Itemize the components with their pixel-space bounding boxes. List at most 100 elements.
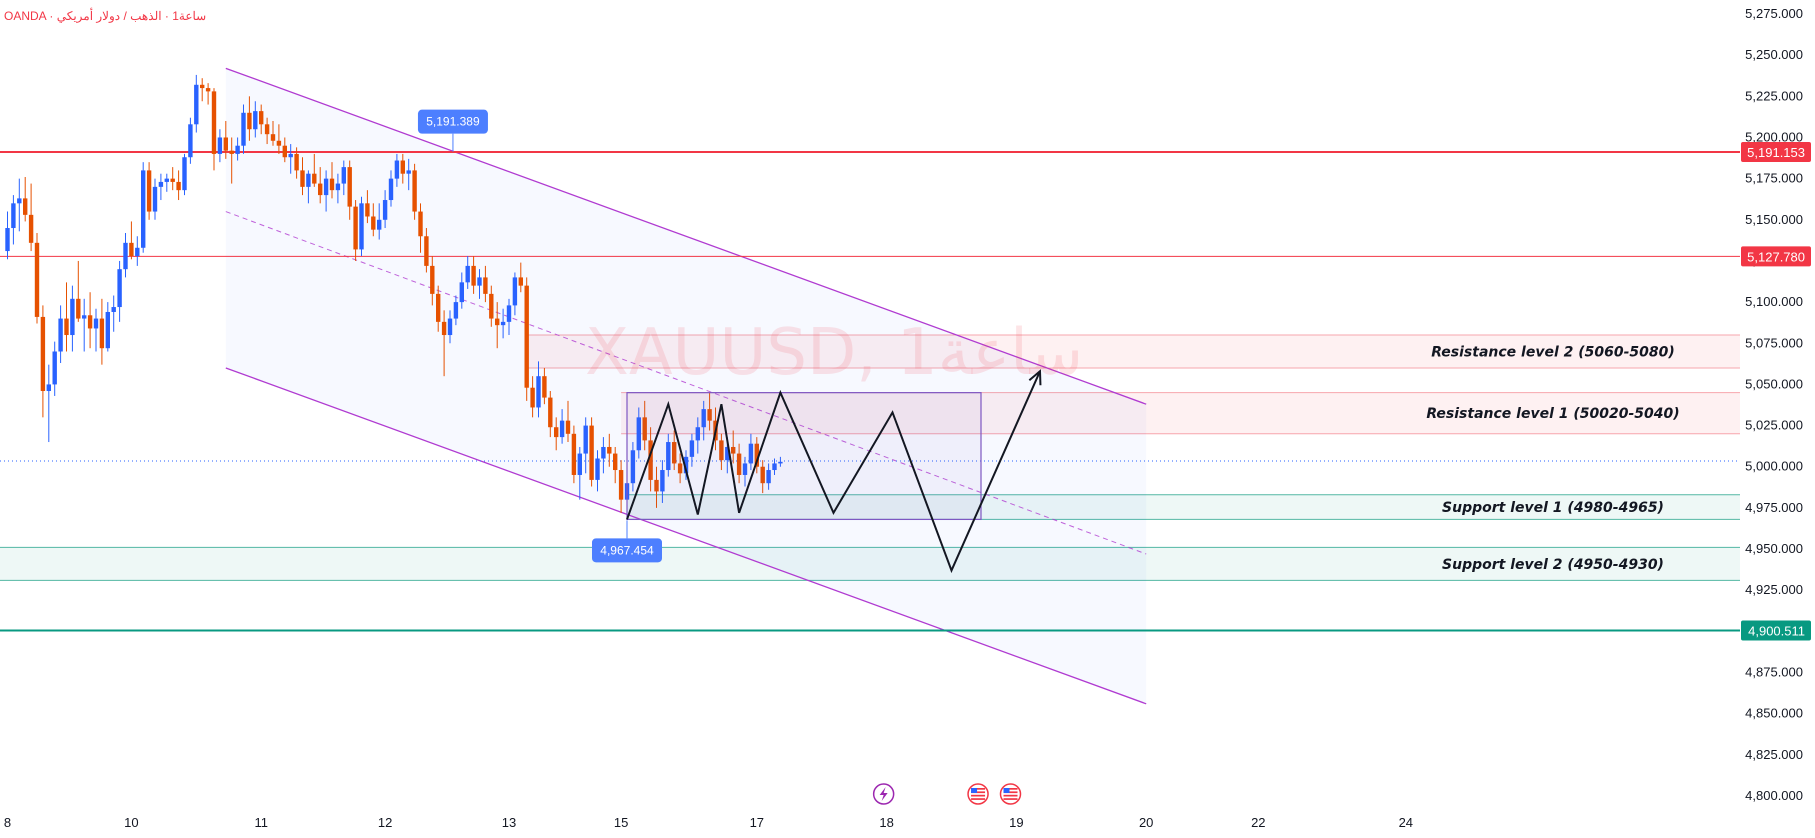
candle-body (312, 173, 317, 184)
time-tick-label: 18 (879, 815, 893, 830)
candle-body (554, 427, 559, 438)
candles-layer (5, 74, 783, 517)
flag-canton (1003, 788, 1010, 793)
candle-body (748, 443, 754, 464)
candle-body (306, 173, 311, 187)
candle-body (766, 470, 771, 484)
flag-stripe (1003, 794, 1018, 797)
candle-body (500, 321, 506, 326)
flag-stripe (1003, 798, 1018, 800)
callout-box (592, 538, 662, 563)
candle-body (146, 170, 152, 212)
time-tick-label: 15 (614, 815, 628, 830)
candle-body (264, 124, 270, 135)
price-tick-label: 5,150.000 (1745, 212, 1803, 227)
candle-body (683, 456, 689, 474)
price-tick-label: 5,000.000 (1745, 459, 1803, 474)
candle-body (636, 417, 641, 451)
price-tick-label: 5,050.000 (1745, 376, 1803, 391)
candle-body (17, 198, 22, 204)
candle-body (377, 219, 382, 230)
candle-body (247, 112, 252, 130)
price-tick-label: 5,100.000 (1745, 294, 1803, 309)
channel-lower-line (225, 367, 1147, 705)
candle-body (736, 453, 742, 475)
candle-body (99, 318, 105, 349)
candle-body (518, 277, 523, 286)
candle-body (595, 458, 600, 480)
projection-arrowhead (1028, 369, 1042, 386)
zone-fill (627, 494, 1740, 520)
lightning-glyph (879, 787, 888, 801)
callout-label: 5,191.389 (426, 115, 480, 129)
candle-body (607, 446, 612, 454)
candle-body (347, 167, 352, 207)
candle-body (642, 417, 647, 441)
candle-body (406, 170, 411, 174)
zone-fill (621, 392, 1740, 434)
candle-body (559, 420, 565, 438)
candle-body (365, 203, 370, 217)
candle-body (152, 186, 158, 212)
candle-body (82, 315, 87, 319)
candle-body (760, 466, 765, 484)
candle-body (589, 425, 594, 480)
candle-body (483, 277, 488, 294)
candle-body (253, 111, 258, 130)
candle-body (772, 463, 777, 471)
candle-body (217, 137, 223, 154)
price-tag (1741, 620, 1811, 641)
candle-body (707, 409, 712, 421)
flag-canton (971, 788, 978, 793)
price-axis[interactable]: 5,275.000 5,250.000 5,225.000 5,200.000 5,17… (1741, 6, 1811, 803)
candle-body (524, 285, 529, 388)
event-markers (872, 783, 1022, 805)
candle-body (565, 420, 571, 434)
candle-body (282, 145, 287, 158)
time-tick-label: 22 (1251, 815, 1265, 830)
zone-label: Resistance level 1 (50020-5040) (1426, 406, 1679, 422)
channel-midline (225, 211, 1147, 555)
candle-body (689, 440, 695, 457)
flag-stripe (971, 794, 986, 797)
candle-body (318, 183, 323, 196)
candle-body (52, 351, 57, 385)
candle-body (323, 178, 329, 196)
candle-body (46, 384, 51, 392)
price-tag (1741, 142, 1811, 163)
candle-body (754, 443, 759, 467)
candle-body (412, 170, 417, 212)
candle-body (241, 112, 246, 146)
price-tick-label: 5,250.000 (1745, 47, 1803, 62)
price-tick-label: 4,825.000 (1745, 747, 1803, 762)
time-axis[interactable]: 8 10 11 12 13 15 17 18 19 20 22 24 (4, 815, 1413, 830)
candle-body (276, 140, 282, 146)
candle-body (194, 84, 199, 125)
candle-body (418, 211, 423, 237)
candle-body (188, 124, 193, 158)
candle-body (447, 318, 453, 336)
candle-body (353, 206, 358, 250)
candle-body (424, 236, 429, 266)
candle-body (542, 376, 547, 398)
candle-body (176, 181, 181, 191)
candle-body (34, 242, 40, 317)
us-flag-icon (999, 783, 1022, 805)
candle-body (512, 277, 518, 306)
candle-body (235, 145, 240, 154)
candle-body (229, 150, 234, 154)
candle-body (182, 157, 187, 191)
candle-body (695, 427, 700, 441)
channel-layer (225, 67, 1147, 705)
candle-body (548, 397, 553, 428)
chart-header: OANDA · ساعة1 · الذهب / دولار أمريكي (4, 8, 206, 23)
candle-body (725, 446, 730, 461)
candle-body (105, 311, 110, 349)
time-tick-label: 24 (1399, 815, 1413, 830)
candle-body (141, 170, 146, 248)
range-box-layer (626, 392, 982, 521)
price-tag-label: 5,191.153 (1747, 145, 1805, 160)
candle-body (11, 203, 16, 229)
candle-body (270, 134, 276, 141)
